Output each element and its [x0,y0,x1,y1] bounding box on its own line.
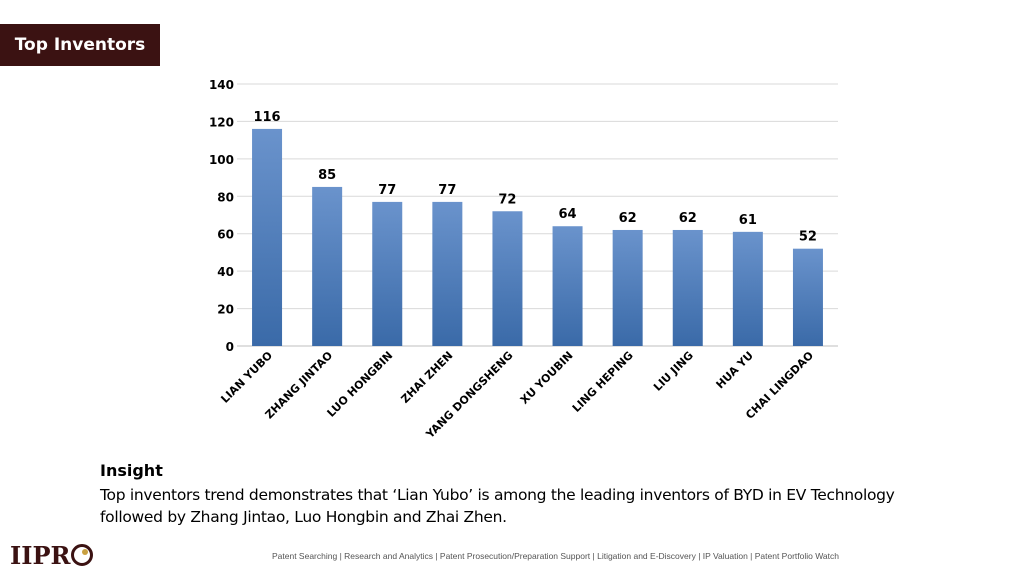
y-tick-label: 80 [217,190,234,204]
insight-heading: Insight [100,461,163,480]
y-tick-label: 140 [209,78,234,92]
bar [312,186,343,346]
data-label: 61 [739,213,757,228]
y-tick-label: 0 [226,340,234,354]
x-tick-label: LING HEPING [570,349,636,415]
x-tick-label: LIAN YUBO [218,349,275,406]
bar [792,248,823,346]
x-tick-label: ZHAI ZHEN [399,349,456,406]
x-tick-label: LUO HONGBIN [325,349,396,420]
data-label: 72 [498,192,516,207]
logo-text: IIPR [10,540,71,570]
bar [252,128,283,346]
bar [492,211,523,346]
data-label: 77 [378,183,396,198]
y-tick-label: 100 [209,153,234,167]
bars [252,128,823,346]
x-tick-label: XU YOUBIN [518,349,576,407]
bar [672,229,703,346]
data-label: 62 [619,211,637,226]
data-label: 85 [318,168,336,183]
x-tick-label: LIU JING [651,349,696,394]
data-label: 52 [799,230,817,245]
o-logo-icon [71,544,94,566]
y-tick-label: 20 [217,303,234,317]
y-tick-label: 120 [209,115,234,129]
x-tick-label: HUA YU [714,349,756,391]
data-label: 77 [438,183,456,198]
data-label: 62 [679,211,697,226]
bar [552,226,583,346]
y-axis-ticks: 0 20 40 60 80 100 120 140 [209,78,234,354]
page-title: Top Inventors [0,24,160,66]
bar [732,231,763,346]
bar [612,229,643,346]
insight-section: Insight Top inventors trend demonstrates… [100,461,960,528]
data-labels: 116 85 77 77 72 64 62 62 61 52 [253,110,817,245]
data-label: 64 [559,207,577,222]
insight-text: Top inventors trend demonstrates that ‘L… [100,486,895,526]
bar [372,201,403,346]
data-label: 116 [253,110,280,125]
y-tick-label: 40 [217,265,234,279]
company-logo: IIPR [10,540,94,570]
bar-chart: 0 20 40 60 80 100 120 140 116 85 77 77 72 64 62 62 61 52… [209,78,838,442]
bar [432,201,463,346]
y-tick-label: 60 [217,228,234,242]
footer-services: Patent Searching | Research and Analytic… [272,551,840,561]
